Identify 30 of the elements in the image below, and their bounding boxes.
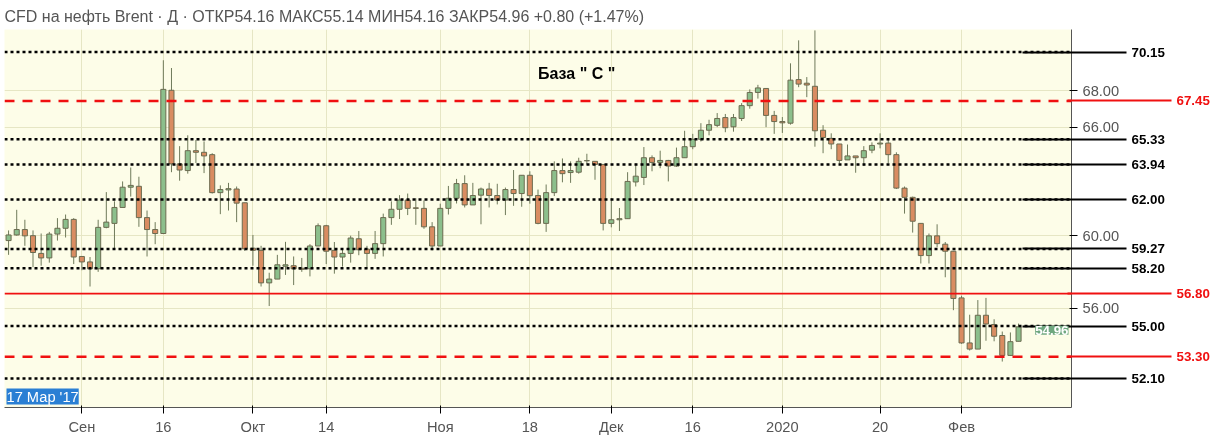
y-tick-label: 68.00: [1082, 82, 1120, 99]
annotation: 17 Мар '17: [6, 388, 79, 405]
ref-line-label: 67.45: [1176, 93, 1211, 109]
ref-line-label: 55.00: [1131, 318, 1165, 334]
ref-line-label: 65.33: [1131, 131, 1165, 147]
ref-line-label: 56.80: [1176, 286, 1210, 302]
ref-line-label: 63.94: [1131, 156, 1166, 172]
y-tick-label: 56.00: [1082, 300, 1120, 317]
y-tick-label: 60.00: [1082, 227, 1120, 244]
x-tick-label: 16: [684, 418, 701, 435]
ref-line-label: 52.10: [1131, 371, 1165, 387]
x-tick-label: Сен: [68, 418, 96, 435]
x-tick-label: 16: [155, 418, 172, 435]
x-tick-label: Ноя: [426, 418, 454, 435]
x-tick-label: Дек: [599, 418, 625, 435]
annotation: База " С ": [538, 64, 616, 82]
x-tick-label: 14: [318, 418, 335, 435]
x-tick-label: 18: [521, 418, 539, 435]
x-tick-label: Окт: [240, 418, 266, 435]
annotation: 54.96: [1035, 322, 1069, 338]
ref-line-label: 59.27: [1131, 241, 1165, 257]
ref-line-label: 70.15: [1131, 44, 1166, 60]
chart-title: CFD на нефть Brent · Д · ОТКР54.16 МАКС55.14 МИН54.16 ЗАКР54.96 +0.80 (+1.47%): [4, 7, 645, 25]
x-tick-label: 2020: [766, 418, 799, 435]
ref-line-label: 58.20: [1131, 260, 1165, 276]
y-tick-label: 66.00: [1082, 119, 1120, 136]
x-tick-label: 20: [871, 418, 889, 435]
ref-line-label: 53.30: [1176, 349, 1210, 365]
x-tick-label: Фев: [948, 418, 976, 435]
ref-line-label: 62.00: [1131, 192, 1165, 208]
